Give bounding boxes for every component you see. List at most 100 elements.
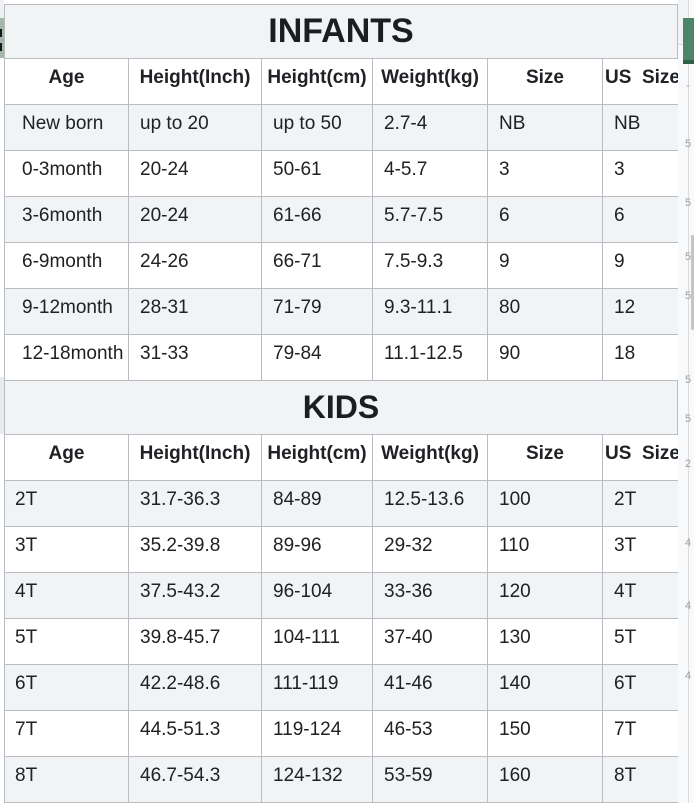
cell-height-cm: 79-84 — [261, 334, 373, 381]
cell-height-cm: 124-132 — [261, 756, 373, 803]
left-edge-top-fragment — [0, 0, 4, 18]
cell-us-size: 18 — [602, 334, 679, 381]
cell-size: 90 — [487, 334, 603, 381]
left-edge-dark-mark — [0, 29, 2, 37]
cell-size: 3 — [487, 150, 603, 197]
infants-size-table: Age Height(Inch) Height(cm) Weight(kg) Size U… — [4, 58, 679, 381]
cell-age: 7T — [4, 710, 129, 757]
cell-height-inch: 46.7-54.3 — [128, 756, 262, 803]
cell-weight-kg: 29-32 — [372, 526, 488, 573]
cell-us-size: 6T — [602, 664, 679, 711]
section-infants: INFANTS Age Height(Inch) Height(cm) Weight(k… — [4, 4, 679, 381]
column-header-height-cm: Height(cm) — [261, 58, 373, 105]
cell-size: 80 — [487, 288, 603, 335]
cell-height-inch: 39.8-45.7 — [128, 618, 262, 665]
cutoff-digit-artifact: 5 — [684, 251, 692, 263]
cell-weight-kg: 41-46 — [372, 664, 488, 711]
cell-size: 100 — [487, 480, 603, 527]
cell-weight-kg: 33-36 — [372, 572, 488, 619]
cell-age: New born — [4, 104, 129, 151]
cell-age: 9-12month — [4, 288, 129, 335]
right-edge-divider — [688, 0, 689, 803]
cell-us-size: 8T — [602, 756, 679, 803]
cell-height-cm: 119-124 — [261, 710, 373, 757]
cell-height-cm: 71-79 — [261, 288, 373, 335]
cutoff-digit-artifact: 5 — [684, 374, 692, 386]
cell-size: 130 — [487, 618, 603, 665]
cell-weight-kg: 46-53 — [372, 710, 488, 757]
cell-weight-kg: 9.3-11.1 — [372, 288, 488, 335]
table-row: 2T 31.7-36.3 84-89 12.5-13.6 100 2T — [4, 480, 679, 527]
cell-weight-kg: 53-59 — [372, 756, 488, 803]
column-header-height-cm: Height(cm) — [261, 434, 373, 481]
cell-age: 8T — [4, 756, 129, 803]
cell-weight-kg: 11.1-12.5 — [372, 334, 488, 381]
right-edge-artifact: - 5 5 5 5 5 5 2 4 4 4 — [678, 0, 694, 803]
cell-height-cm: 84-89 — [261, 480, 373, 527]
scrollbar-thumb-artifact[interactable] — [691, 235, 694, 330]
column-header-us-size: US Size — [602, 434, 679, 481]
cell-us-size: 12 — [602, 288, 679, 335]
cell-height-cm: 96-104 — [261, 572, 373, 619]
column-header-weight-kg: Weight(kg) — [372, 58, 488, 105]
table-row: 6T 42.2-48.6 111-119 41-46 140 6T — [4, 664, 679, 711]
cell-weight-kg: 2.7-4 — [372, 104, 488, 151]
cell-height-inch: 35.2-39.8 — [128, 526, 262, 573]
size-chart-tables: INFANTS Age Height(Inch) Height(cm) Weight(k… — [4, 4, 679, 803]
cell-age: 0-3month — [4, 150, 129, 197]
cutoff-digit-artifact: 4 — [684, 600, 692, 612]
cell-age: 5T — [4, 618, 129, 665]
table-row: 4T 37.5-43.2 96-104 33-36 120 4T — [4, 572, 679, 619]
left-edge-dark-mark — [0, 43, 2, 51]
cell-size: 120 — [487, 572, 603, 619]
table-row: New born up to 20 up to 50 2.7-4 NB NB — [4, 104, 679, 151]
section-title-kids: KIDS — [4, 381, 678, 434]
cell-us-size: 5T — [602, 618, 679, 665]
right-edge-green-block — [683, 18, 694, 64]
cell-height-inch: 37.5-43.2 — [128, 572, 262, 619]
table-row: 3T 35.2-39.8 89-96 29-32 110 3T — [4, 526, 679, 573]
cell-us-size: 9 — [602, 242, 679, 289]
cutoff-digit-artifact: - — [686, 80, 690, 92]
table-row: 12-18month 31-33 79-84 11.1-12.5 90 18 — [4, 334, 679, 381]
cutoff-digit-artifact: 4 — [684, 537, 692, 549]
cell-weight-kg: 12.5-13.6 — [372, 480, 488, 527]
cell-age: 4T — [4, 572, 129, 619]
cell-age: 6-9month — [4, 242, 129, 289]
cutoff-digit-artifact: 5 — [684, 413, 692, 425]
table-row: 7T 44.5-51.3 119-124 46-53 150 7T — [4, 710, 679, 757]
column-header-age: Age — [4, 434, 129, 481]
left-edge-green-fragment — [0, 18, 4, 58]
cell-size: 160 — [487, 756, 603, 803]
table-row: 8T 46.7-54.3 124-132 53-59 160 8T — [4, 756, 679, 803]
cell-age: 3-6month — [4, 196, 129, 243]
cell-us-size: 3 — [602, 150, 679, 197]
header-row: Age Height(Inch) Height(cm) Weight(kg) Size U… — [4, 434, 679, 481]
cell-size: NB — [487, 104, 603, 151]
cell-height-cm: 61-66 — [261, 196, 373, 243]
cutoff-digit-artifact: 5 — [684, 290, 692, 302]
cell-height-cm: 66-71 — [261, 242, 373, 289]
cell-age: 6T — [4, 664, 129, 711]
cell-weight-kg: 7.5-9.3 — [372, 242, 488, 289]
column-header-age: Age — [4, 58, 129, 105]
column-header-size: Size — [487, 58, 603, 105]
cutoff-digit-artifact: 2 — [684, 458, 692, 470]
cell-height-inch: 31.7-36.3 — [128, 480, 262, 527]
section-kids: KIDS Age Height(Inch) Height(cm) Weight(kg) S… — [4, 381, 679, 803]
section-title-infants: INFANTS — [4, 4, 678, 58]
cutoff-digit-artifact: 5 — [684, 197, 692, 209]
left-edge-gray-fragment — [0, 377, 4, 434]
left-edge-artifact — [0, 0, 4, 803]
cell-weight-kg: 4-5.7 — [372, 150, 488, 197]
cell-size: 9 — [487, 242, 603, 289]
cell-us-size: 2T — [602, 480, 679, 527]
column-header-weight-kg: Weight(kg) — [372, 434, 488, 481]
column-header-height-inch: Height(Inch) — [128, 58, 262, 105]
cell-size: 6 — [487, 196, 603, 243]
cell-size: 110 — [487, 526, 603, 573]
column-header-us-size: US Size — [602, 58, 679, 105]
cell-height-cm: 89-96 — [261, 526, 373, 573]
header-row: Age Height(Inch) Height(cm) Weight(kg) Size U… — [4, 58, 679, 105]
table-row: 3-6month 20-24 61-66 5.7-7.5 6 6 — [4, 196, 679, 243]
